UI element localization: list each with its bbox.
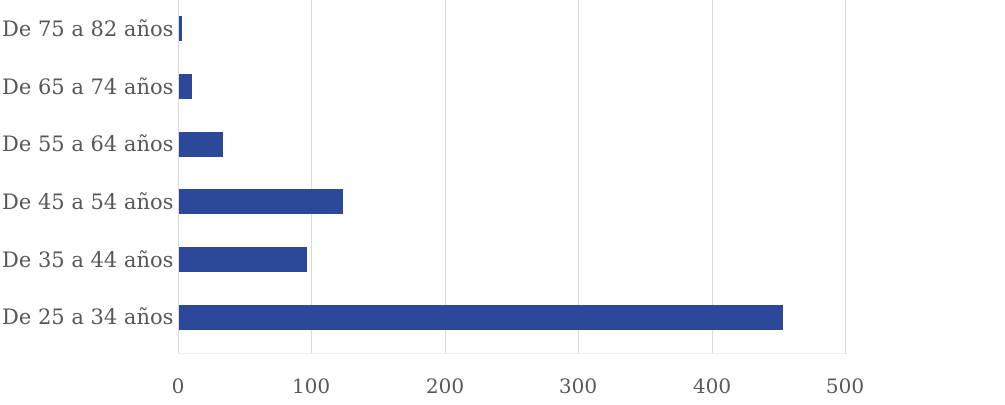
plot-area (178, 0, 846, 354)
gridline (712, 0, 713, 354)
gridline (311, 0, 312, 354)
x-tick-label: 500 (825, 374, 865, 398)
category-label: De 45 a 54 años (2, 190, 174, 214)
gridline (445, 0, 446, 354)
x-tick-label: 200 (425, 374, 465, 398)
category-label: De 55 a 64 años (2, 132, 174, 156)
category-label: De 25 a 34 años (2, 305, 174, 329)
gridline (578, 0, 579, 354)
x-tick-label: 100 (291, 374, 331, 398)
bar-de-35-a-44-años (179, 247, 307, 272)
bar-de-75-a-82-años (179, 16, 182, 41)
bar-de-55-a-64-años (179, 132, 223, 157)
gridline (845, 0, 846, 354)
category-label: De 65 a 74 años (2, 75, 174, 99)
x-tick-label: 300 (558, 374, 598, 398)
category-label: De 35 a 44 años (2, 248, 174, 272)
category-label: De 75 a 82 años (2, 17, 174, 41)
gridline (178, 0, 179, 354)
bar-de-25-a-34-años (179, 305, 783, 330)
bar-de-45-a-54-años (179, 189, 343, 214)
x-tick-label: 0 (171, 374, 185, 398)
x-tick-label: 400 (692, 374, 732, 398)
x-axis-baseline (178, 353, 845, 354)
bar-de-65-a-74-años (179, 74, 192, 99)
